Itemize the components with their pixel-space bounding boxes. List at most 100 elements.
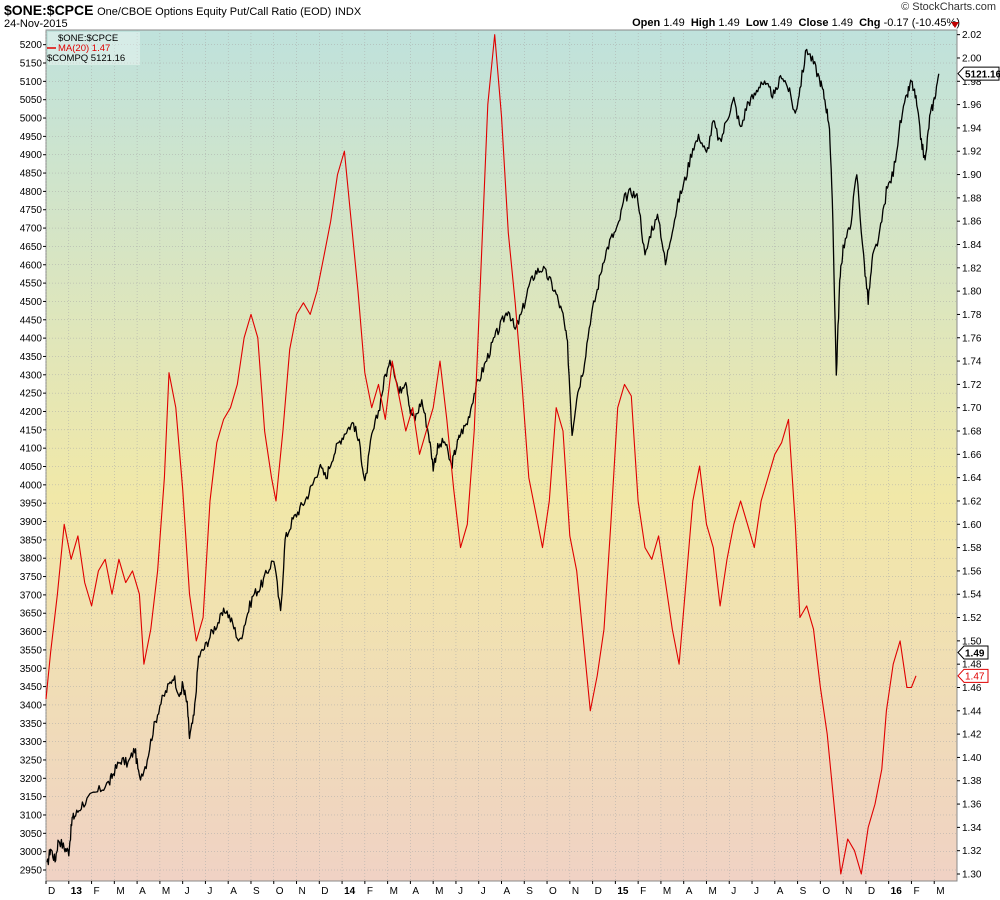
left-tick-label: 3600 — [20, 627, 43, 638]
right-tick-label: 1.66 — [962, 450, 982, 461]
x-tick-label: J — [207, 886, 212, 897]
right-tick-label: 1.38 — [962, 776, 982, 787]
left-tick-label: 4750 — [20, 205, 43, 216]
right-tick-label: 1.70 — [962, 403, 982, 414]
left-tick-label: 3200 — [20, 774, 43, 785]
left-tick-label: 4500 — [20, 297, 43, 308]
ohlc-readout: Open 1.49 High 1.49 Low 1.49 Close 1.49 … — [632, 17, 960, 29]
chg-value: -0.17 (-10.45%) — [883, 17, 960, 29]
chg-label: Chg — [859, 17, 881, 29]
left-tick-label: 3100 — [20, 810, 43, 821]
left-tick-label: 4450 — [20, 315, 43, 326]
brand-logo[interactable]: © StockCharts.com — [901, 1, 996, 13]
left-tick-label: 3750 — [20, 572, 43, 583]
left-tick-label: 4700 — [20, 224, 43, 235]
high-value: 1.49 — [718, 17, 740, 29]
series-line-ma — [45, 34, 917, 875]
right-tick-label: 1.62 — [962, 496, 982, 507]
right-tick-label: 1.96 — [962, 100, 982, 111]
x-tick-label: 16 — [891, 886, 903, 897]
badge-ratio-text: 1.49 — [965, 648, 985, 659]
x-tick-label: S — [526, 886, 533, 897]
x-tick-label: F — [640, 886, 646, 897]
left-tick-label: 4600 — [20, 260, 43, 271]
grid — [45, 30, 957, 881]
x-tick-label: M — [390, 886, 398, 897]
left-tick-label: 4400 — [20, 334, 43, 345]
right-tick-label: 1.36 — [962, 800, 982, 811]
x-tick-label: N — [572, 886, 579, 897]
x-tick-label: J — [754, 886, 759, 897]
right-tick-label: 1.34 — [962, 823, 982, 834]
left-tick-label: 3900 — [20, 517, 43, 528]
right-tick-label: 1.64 — [962, 473, 982, 484]
left-tick-label: 4850 — [20, 169, 43, 180]
x-tick-label: J — [458, 886, 463, 897]
badge-ma: 1.47 — [957, 668, 989, 683]
left-tick-label: 4950 — [20, 132, 43, 143]
right-tick-label: 1.84 — [962, 240, 982, 251]
x-tick-label: A — [230, 886, 237, 897]
right-tick-label: 1.44 — [962, 706, 982, 717]
x-tick-label: 15 — [617, 886, 629, 897]
badge-ratio: 1.49 — [957, 645, 989, 660]
exchange: INDX — [334, 6, 362, 18]
left-tick-label: 3350 — [20, 719, 43, 730]
x-tick-label: A — [504, 886, 511, 897]
x-tick-label: D — [868, 886, 875, 897]
x-tick-label: O — [276, 886, 284, 897]
x-tick-label: 14 — [344, 886, 356, 897]
right-tick-label: 1.30 — [962, 870, 982, 881]
right-tick-label: 2.00 — [962, 53, 982, 64]
x-tick-label: A — [686, 886, 693, 897]
x-tick-label: S — [800, 886, 807, 897]
right-tick-label: 1.80 — [962, 287, 982, 298]
left-tick-label: 4200 — [20, 407, 43, 418]
x-tick-label: A — [412, 886, 419, 897]
left-tick-label: 3850 — [20, 535, 43, 546]
series-line-compq — [46, 48, 940, 866]
right-tick-label: 1.56 — [962, 566, 982, 577]
x-tick-label: D — [48, 886, 55, 897]
left-tick-label: 4800 — [20, 187, 43, 198]
right-axis: 1.30 1.32 1.34 1.36 1.38 1.40 1.42 1.44 1.46 1.48… — [957, 30, 982, 881]
symbol: $ONE:$CPCE — [4, 2, 94, 18]
x-tick-label: S — [253, 886, 260, 897]
left-tick-label: 3300 — [20, 737, 43, 748]
right-tick-label: 1.88 — [962, 193, 982, 204]
right-tick-label: 1.52 — [962, 613, 982, 624]
legend-main: $ONE:$CPCE — [58, 33, 118, 44]
left-tick-label: 3800 — [20, 554, 43, 565]
left-tick-label: 5200 — [20, 40, 43, 51]
right-tick-label: 1.76 — [962, 333, 982, 344]
left-axis: 2950 3000 3050 3100 3150 3200 3250 3300 3350 3400… — [20, 40, 46, 876]
left-tick-label: 3950 — [20, 499, 43, 510]
x-tick-label: F — [367, 886, 373, 897]
x-tick-label: J — [731, 886, 736, 897]
x-tick-label: M — [162, 886, 170, 897]
right-tick-label: 1.40 — [962, 753, 982, 764]
right-tick-label: 1.74 — [962, 357, 982, 368]
left-tick-label: 4350 — [20, 352, 43, 363]
right-tick-label: 1.58 — [962, 543, 982, 554]
left-tick-label: 4650 — [20, 242, 43, 253]
right-tick-label: 1.32 — [962, 846, 982, 857]
right-tick-label: 1.72 — [962, 380, 982, 391]
right-tick-label: 1.90 — [962, 170, 982, 181]
x-axis: D 13 F M A M J J A S O N D 14 F M A M J J A S O N D 15 F M A M J J A S O N D… — [45, 881, 945, 897]
right-tick-label: 1.86 — [962, 217, 982, 228]
close-label: Close — [798, 17, 829, 29]
left-tick-label: 4000 — [20, 480, 43, 491]
chart-title: $ONE:$CPCE One/CBOE Options Equity Put/C… — [4, 2, 361, 18]
low-label: Low — [745, 17, 768, 29]
chart-date: 24-Nov-2015 — [4, 18, 68, 30]
low-value: 1.49 — [770, 17, 793, 29]
high-label: High — [690, 17, 716, 29]
right-tick-label: 1.98 — [962, 77, 982, 88]
x-tick-label: M — [435, 886, 443, 897]
description: One/CBOE Options Equity Put/Call Ratio (… — [97, 6, 332, 18]
x-tick-label: A — [777, 886, 784, 897]
right-tick-label: 1.92 — [962, 147, 982, 158]
left-tick-label: 5150 — [20, 59, 43, 70]
